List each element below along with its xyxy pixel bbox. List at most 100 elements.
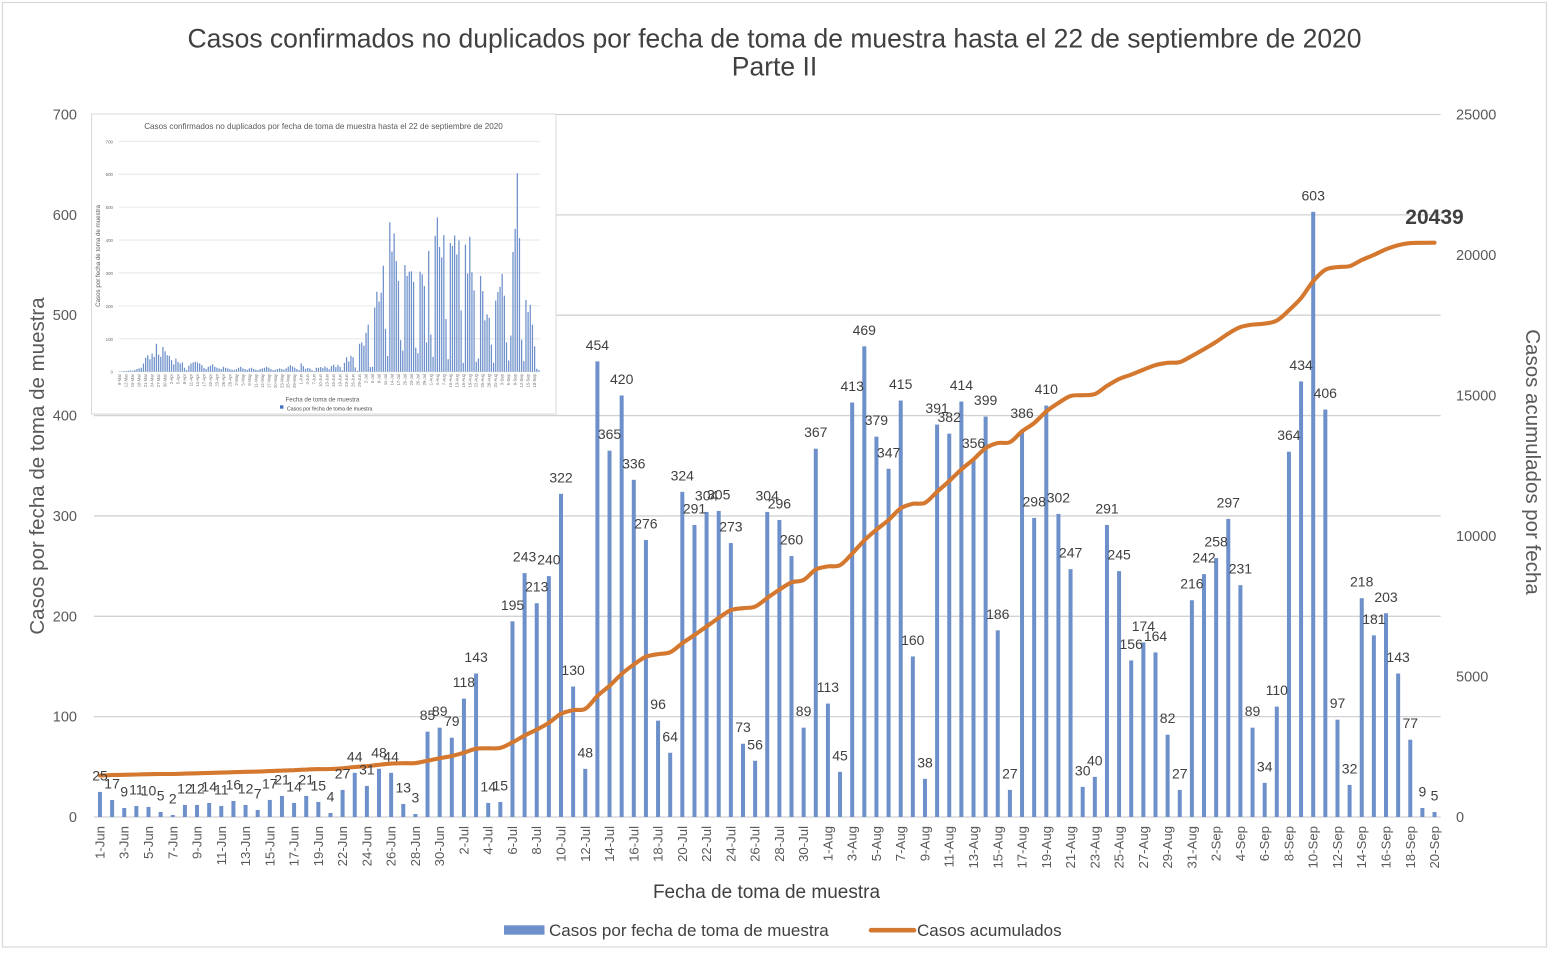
svg-text:Fecha de toma de muestra: Fecha de toma de muestra [286,397,361,404]
svg-text:89: 89 [796,703,812,719]
svg-text:414: 414 [950,377,974,393]
svg-text:25000: 25000 [1456,108,1496,124]
svg-text:10-Aug: 10-Aug [448,373,453,387]
svg-text:19-Aug: 19-Aug [1039,826,1054,869]
svg-text:14-Jul: 14-Jul [602,826,617,862]
svg-text:26-Jul: 26-Jul [415,374,420,385]
svg-text:17-Aug: 17-Aug [1015,826,1030,869]
svg-text:30-Mar: 30-Mar [163,373,168,387]
svg-text:399: 399 [974,392,998,408]
svg-text:600: 600 [106,172,114,177]
svg-text:1-Aug: 1-Aug [428,373,433,385]
svg-text:11-Aug: 11-Aug [942,826,957,868]
svg-text:34: 34 [1257,758,1273,774]
svg-text:11-Jun: 11-Jun [214,826,229,865]
svg-text:45: 45 [832,747,848,763]
svg-text:10-Jun: 10-Jun [318,373,323,386]
svg-text:20-May: 20-May [273,373,278,388]
svg-text:0: 0 [1456,810,1464,826]
svg-text:15: 15 [493,777,509,793]
svg-text:1-Jun: 1-Jun [93,826,108,859]
svg-text:434: 434 [1289,357,1313,373]
svg-text:364: 364 [1277,427,1301,443]
svg-text:2-Sep: 2-Sep [1209,826,1224,861]
svg-text:260: 260 [780,532,804,548]
svg-text:20439: 20439 [1405,206,1463,229]
svg-text:12-Sep: 12-Sep [1330,826,1345,869]
svg-text:3-Jun: 3-Jun [117,826,132,859]
svg-text:26-Jun: 26-Jun [351,373,356,386]
svg-text:2-Jul: 2-Jul [456,826,471,855]
svg-text:Casos por fecha de toma de mue: Casos por fecha de toma de muestra [26,297,49,635]
svg-text:245: 245 [1107,547,1131,563]
svg-text:297: 297 [1217,494,1241,510]
svg-text:1-Jun: 1-Jun [299,373,304,384]
svg-text:31-Aug: 31-Aug [493,373,498,387]
svg-text:365: 365 [598,426,622,442]
svg-text:44: 44 [383,748,399,764]
svg-text:13-Jun: 13-Jun [325,373,330,386]
svg-text:16-Aug: 16-Aug [461,373,466,387]
svg-text:603: 603 [1302,187,1326,203]
svg-text:300: 300 [106,271,114,276]
svg-text:2-Jul: 2-Jul [364,374,369,383]
svg-text:8-Jul: 8-Jul [377,374,382,383]
svg-text:5: 5 [1431,788,1439,804]
svg-text:130: 130 [561,662,585,678]
svg-text:11-Jul: 11-Jul [383,374,388,385]
svg-text:5-May: 5-May [240,373,245,386]
svg-text:110: 110 [1266,682,1289,698]
svg-text:73: 73 [735,719,751,735]
svg-text:118: 118 [453,674,476,690]
svg-text:10000: 10000 [1456,529,1496,545]
svg-text:15: 15 [311,777,327,793]
svg-text:17-May: 17-May [266,373,271,388]
svg-text:143: 143 [1386,649,1410,665]
svg-text:324: 324 [671,467,695,483]
svg-text:413: 413 [841,378,865,394]
svg-text:18-Sep: 18-Sep [1403,826,1418,869]
svg-text:77: 77 [1403,715,1419,731]
svg-text:26-Jun: 26-Jun [384,826,399,866]
svg-text:20-Sep: 20-Sep [1427,826,1442,869]
svg-text:56: 56 [747,736,763,752]
svg-text:28-Jun: 28-Jun [408,826,423,866]
svg-text:48: 48 [578,744,594,760]
svg-text:5-Apr: 5-Apr [176,373,181,384]
svg-text:291: 291 [1095,501,1119,517]
svg-text:21-Aug: 21-Aug [1063,826,1078,869]
svg-text:13-Jun: 13-Jun [238,826,253,866]
svg-text:11-May: 11-May [253,373,258,388]
svg-text:Casos acumulados: Casos acumulados [917,921,1062,940]
svg-text:347: 347 [877,444,901,460]
svg-text:100: 100 [106,337,114,342]
svg-text:7-Jun: 7-Jun [312,373,317,384]
svg-text:Casos confirmados no duplicado: Casos confirmados no duplicados por fech… [144,122,503,131]
svg-text:29-May: 29-May [292,373,297,388]
svg-text:79: 79 [444,713,460,729]
svg-text:8-Apr: 8-Apr [182,373,187,384]
svg-text:13-Aug: 13-Aug [454,373,459,387]
svg-text:9-Sep: 9-Sep [513,373,518,385]
svg-text:10: 10 [141,783,157,799]
svg-text:Casos por fecha de toma de mue: Casos por fecha de toma de muestra [287,406,372,412]
svg-text:213: 213 [525,579,549,595]
svg-text:23-Aug: 23-Aug [1087,826,1102,869]
svg-text:302: 302 [1047,489,1071,505]
svg-text:7-Jun: 7-Jun [165,826,180,859]
svg-text:5: 5 [157,788,165,804]
svg-text:305: 305 [707,486,731,502]
svg-text:Casos confirmados no duplicado: Casos confirmados no duplicados por fech… [187,24,1361,54]
svg-text:300: 300 [53,509,77,525]
svg-text:14-May: 14-May [260,373,265,388]
svg-text:13: 13 [396,780,412,796]
svg-text:186: 186 [986,606,1010,622]
svg-text:600: 600 [53,208,77,224]
svg-text:16-Sep: 16-Sep [1379,826,1394,869]
svg-text:8-Sep: 8-Sep [1281,826,1296,861]
svg-text:113: 113 [817,679,840,695]
svg-text:2: 2 [169,791,177,807]
svg-text:17-Jun: 17-Jun [287,826,302,866]
svg-text:415: 415 [889,376,913,392]
svg-text:7: 7 [254,786,262,802]
